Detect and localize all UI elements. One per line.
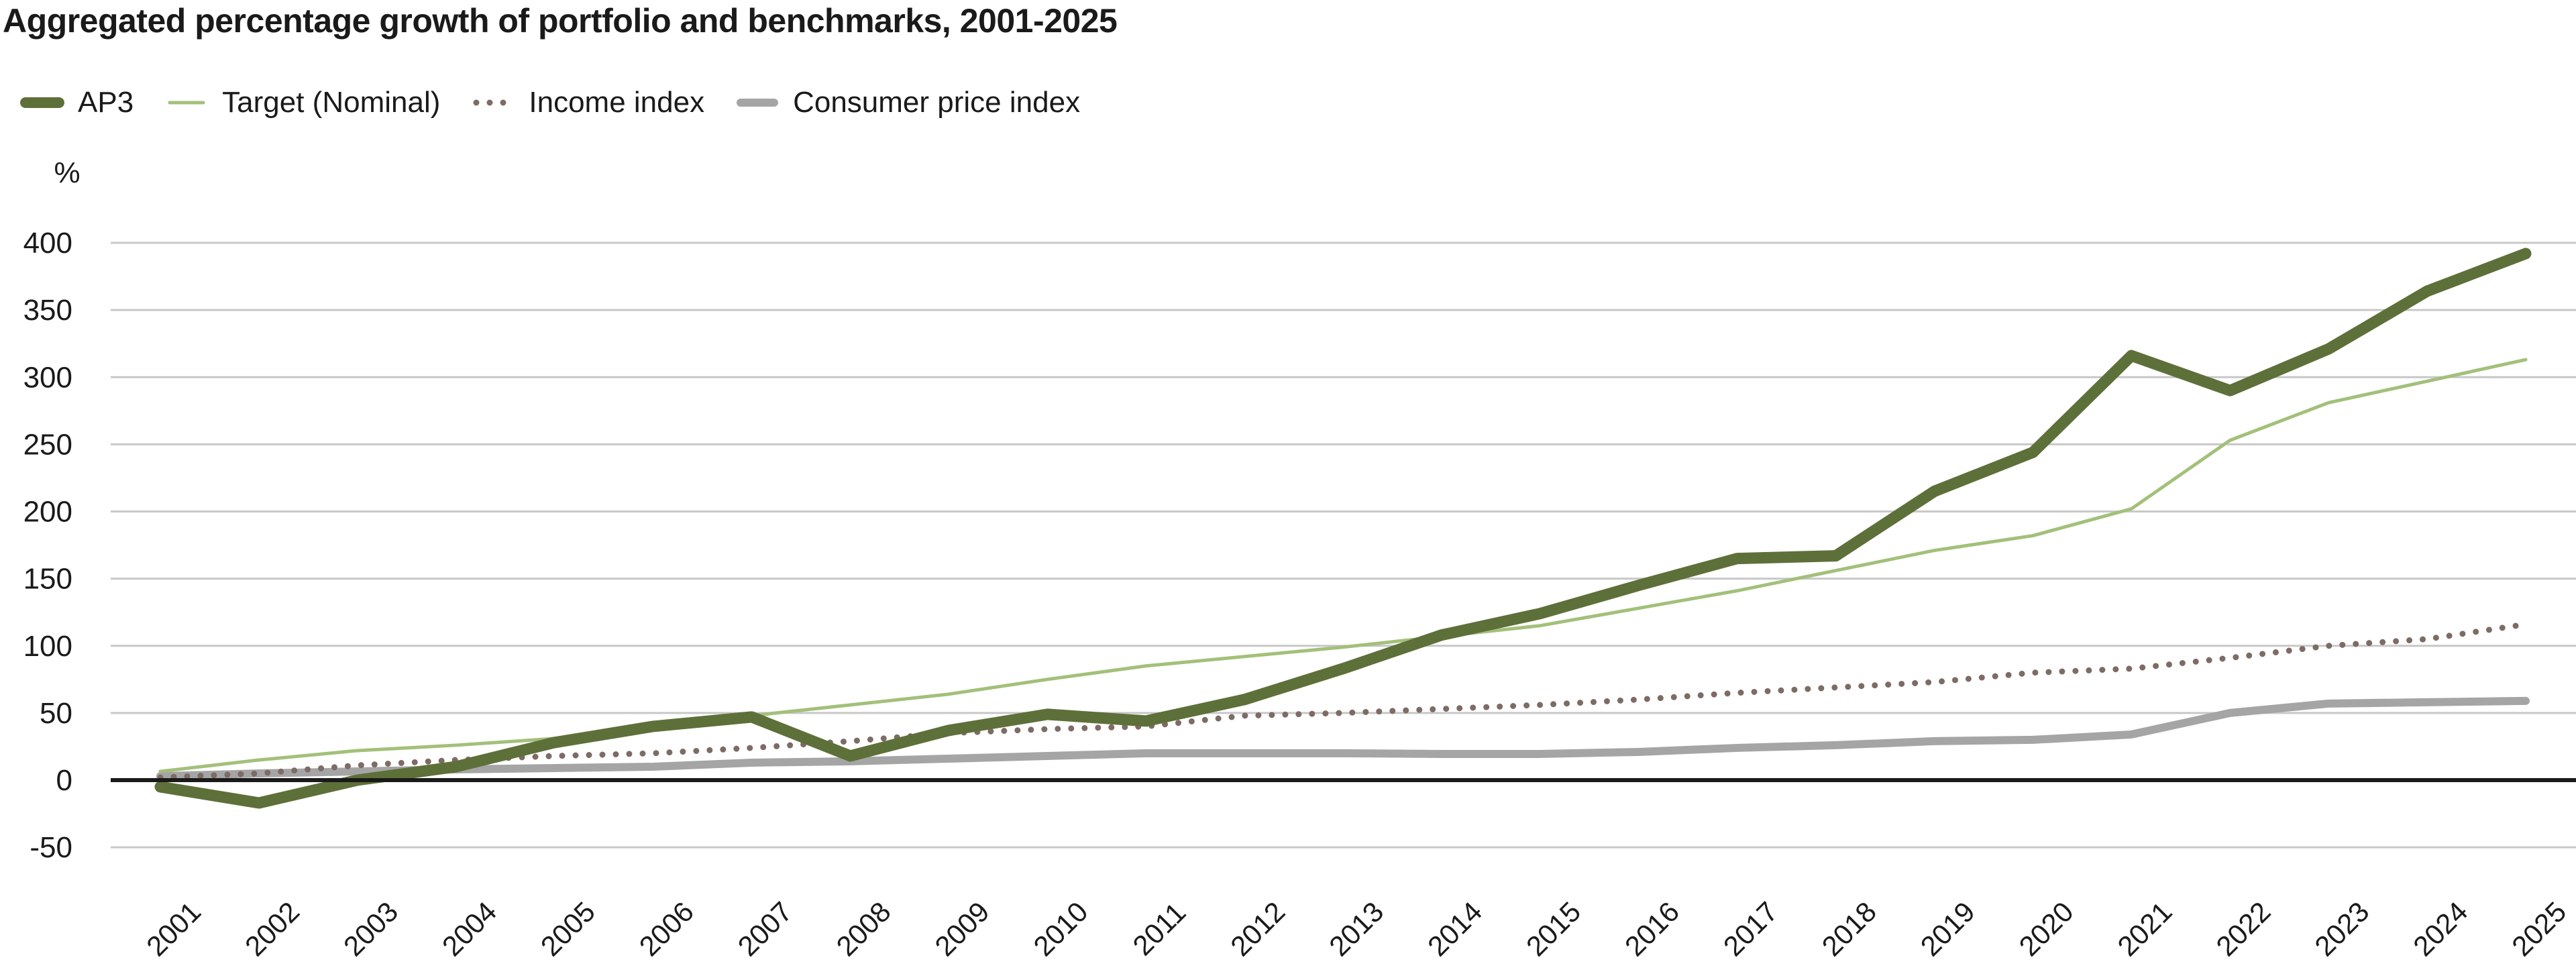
x-tick-label: 2013 [1323, 896, 1389, 962]
legend-swatch [473, 99, 513, 106]
x-tick-label: 2017 [1717, 896, 1784, 962]
series-line-target-nominal- [158, 358, 2528, 773]
x-tick-label: 2010 [1027, 896, 1093, 962]
y-axis-label: % [54, 156, 80, 189]
x-tick-label: 2016 [1619, 896, 1685, 962]
legend-item: Income index [470, 86, 704, 119]
y-tick-label: 400 [23, 227, 72, 260]
x-tick-label: 2023 [2308, 896, 2375, 962]
legend-swatch [168, 101, 205, 105]
y-tick-label: -50 [30, 831, 72, 864]
y-tick-label: 300 [23, 361, 72, 394]
y-tick-label: 150 [23, 563, 72, 596]
x-tick-label: 2024 [2407, 896, 2473, 962]
y-tick-label: 250 [23, 428, 72, 461]
x-tick-label: 2002 [239, 896, 305, 962]
x-tick-label: 2018 [1816, 896, 1882, 962]
x-tick-label: 2021 [2111, 896, 2178, 962]
legend-label: Target (Nominal) [222, 86, 441, 119]
legend-swatch [737, 99, 779, 107]
x-tick-label: 2011 [1126, 896, 1191, 961]
legend-item: Consumer price index [734, 86, 1080, 119]
x-tick-label: 2004 [436, 896, 502, 962]
y-tick-label: 100 [23, 630, 72, 663]
legend-item: AP3 [19, 86, 133, 119]
legend-label: Consumer price index [793, 86, 1081, 119]
x-tick-label: 2009 [928, 896, 995, 962]
y-tick-label: 350 [23, 294, 72, 327]
x-tick-label: 2007 [732, 896, 798, 962]
y-tick-label: 200 [23, 496, 72, 529]
y-tick-label: 50 [40, 697, 72, 730]
x-tick-label: 2015 [1520, 896, 1587, 962]
x-tick-label: 2005 [535, 896, 601, 962]
legend-swatch [20, 97, 64, 108]
chart-title: Aggregated percentage growth of portfoli… [3, 2, 1118, 40]
x-tick-label: 2014 [1421, 896, 1488, 962]
series-line-ap3 [154, 248, 2532, 809]
legend-label: Income index [529, 86, 705, 119]
x-tick-label: 2008 [830, 896, 897, 962]
legend-item: Target (Nominal) [163, 86, 440, 119]
x-tick-label: 2019 [1915, 896, 1981, 962]
x-tick-label: 2001 [140, 896, 207, 962]
x-tick-label: 2006 [633, 896, 700, 962]
y-tick-label: 0 [56, 764, 72, 797]
x-tick-label: 2022 [2210, 896, 2276, 962]
x-tick-label: 2012 [1224, 896, 1291, 962]
legend-label: AP3 [78, 86, 134, 119]
legend: AP3 Target (Nominal) Income index Consumer … [19, 86, 1110, 119]
x-tick-label: 2020 [2013, 896, 2080, 962]
x-tick-label: 2003 [337, 896, 404, 962]
x-tick-label: 2025 [2506, 896, 2572, 962]
